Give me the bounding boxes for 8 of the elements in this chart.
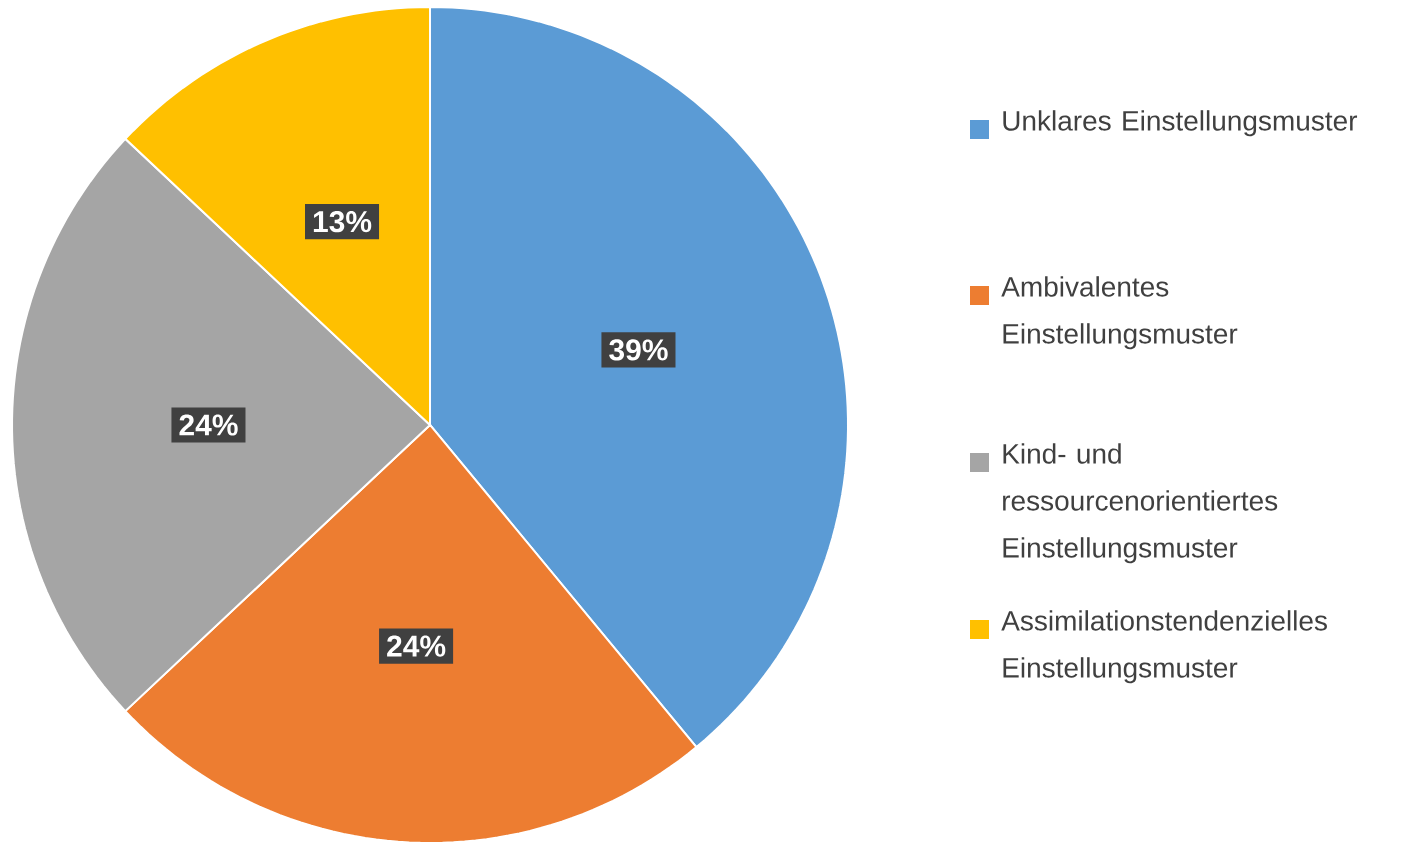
legend-label: Ambivalentes Einstellungsmuster [1001, 276, 1238, 350]
legend-label: Assimilationstendenzielles Einstellungsmuster [1001, 610, 1327, 684]
data-label: 13% [313, 211, 372, 233]
legend-label: Kind- und ressourcenorientiertes Einstellungsmuster [1003, 443, 1278, 564]
data-label: 24% [387, 635, 446, 657]
data-label: 24% [179, 414, 238, 436]
legend-label: Unklares Einstellungsmuster [1003, 110, 1358, 137]
data-label: 39% [609, 339, 668, 361]
